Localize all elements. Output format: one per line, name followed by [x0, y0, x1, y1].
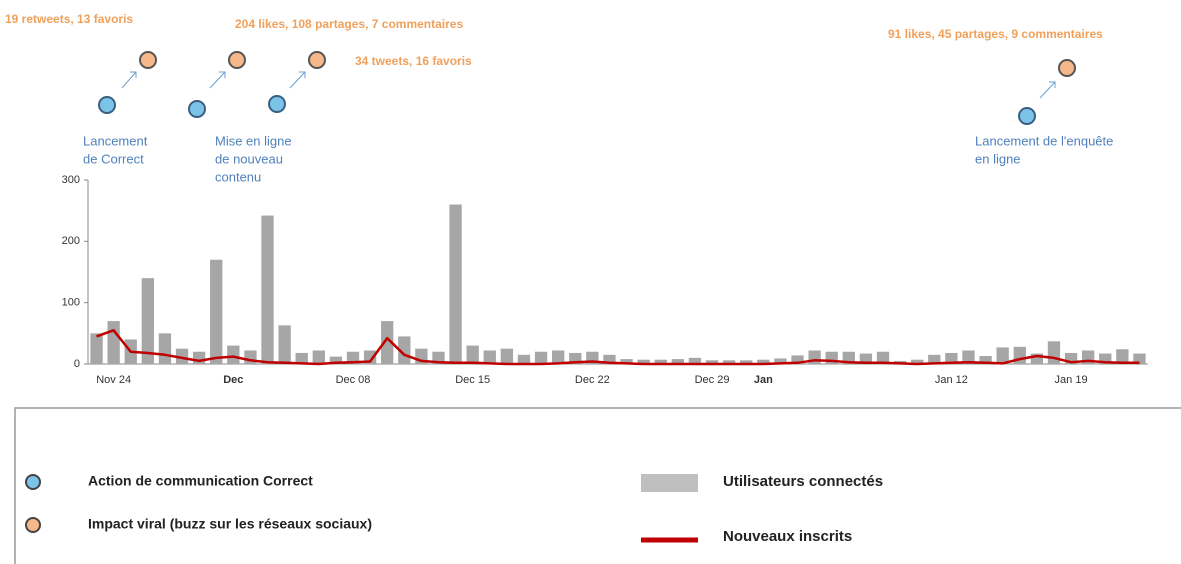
bar	[466, 345, 479, 364]
bar	[278, 325, 291, 364]
bar	[688, 357, 702, 364]
bar	[534, 351, 548, 364]
action-marker	[98, 96, 116, 114]
bar	[227, 345, 240, 364]
bar	[962, 350, 975, 364]
action-annotation: Lancement de l'enquête	[975, 133, 1113, 148]
action-annotation: de nouveau	[215, 151, 283, 166]
bar	[329, 356, 343, 364]
bar	[979, 356, 992, 364]
x-tick-label: Jan 19	[1055, 374, 1088, 386]
bar	[158, 333, 172, 364]
x-tick-label: Dec 22	[575, 374, 610, 386]
bar	[1133, 353, 1146, 364]
bar	[210, 259, 223, 364]
viral-annotation: 204 likes, 108 partages, 7 commentaires	[235, 17, 463, 31]
bar	[500, 348, 514, 364]
arrow	[209, 71, 226, 89]
bar	[295, 352, 308, 364]
x-tick-label: Dec 29	[695, 374, 730, 386]
bar	[1030, 353, 1044, 364]
bar	[449, 204, 462, 364]
arrow	[121, 71, 137, 89]
bar	[945, 352, 958, 364]
x-tick-label: Dec 08	[336, 374, 371, 386]
y-tick-label: 200	[62, 235, 80, 247]
action-annotation: Lancement	[83, 133, 148, 148]
bar	[859, 353, 873, 364]
x-tick-label: Nov 24	[96, 374, 131, 386]
action-annotation: de Correct	[83, 151, 144, 166]
viral-marker	[228, 51, 246, 69]
bar	[90, 333, 103, 364]
action-annotation: contenu	[215, 169, 261, 184]
bar	[1047, 341, 1061, 364]
arrow	[1039, 81, 1056, 99]
bar	[928, 354, 941, 364]
action-marker	[188, 100, 206, 118]
bar	[312, 350, 325, 364]
bar	[141, 278, 154, 364]
legend-label: Impact viral (buzz sur les réseaux socia…	[88, 516, 372, 532]
legend-label: Action de communication Correct	[88, 473, 313, 489]
bar	[705, 360, 719, 364]
bar	[175, 348, 189, 364]
bar	[911, 359, 924, 364]
bar	[517, 354, 531, 364]
bar	[722, 360, 736, 364]
viral-annotation: 19 retweets, 13 favoris	[5, 12, 133, 26]
bar	[774, 358, 787, 364]
action-annotation: en ligne	[975, 151, 1021, 166]
arrow	[289, 71, 306, 89]
viral-annotation: 34 tweets, 16 favoris	[355, 54, 472, 68]
legend-label: Utilisateurs connectés	[723, 473, 883, 490]
bar	[603, 354, 616, 364]
x-tick-label: Jan	[754, 374, 773, 386]
arrows	[121, 71, 1056, 99]
legend-label: Nouveaux inscrits	[723, 528, 852, 545]
bar	[757, 359, 770, 364]
viral-marker	[308, 51, 326, 69]
bar	[671, 359, 684, 364]
viral-marker	[1058, 59, 1076, 77]
bar	[381, 321, 394, 364]
legend-box	[14, 407, 1181, 564]
action-marker	[1018, 107, 1036, 125]
bar	[876, 351, 890, 364]
y-tick-label: 100	[62, 297, 80, 309]
x-tick-label: Dec	[223, 374, 243, 386]
x-tick-label: Jan 12	[935, 374, 968, 386]
viral-marker	[139, 51, 157, 69]
legend-marker	[25, 474, 41, 490]
y-tick-label: 300	[62, 174, 80, 186]
action-markers	[98, 51, 1076, 125]
bar	[107, 321, 120, 364]
legend-swatch	[641, 474, 698, 492]
bar	[620, 359, 633, 364]
bar	[637, 359, 650, 364]
bar	[654, 359, 667, 364]
line	[96, 329, 1140, 366]
bar	[996, 347, 1009, 364]
action-annotation: Mise en ligne	[215, 133, 292, 148]
bar	[483, 350, 496, 364]
bar	[740, 360, 753, 364]
action-marker	[268, 95, 286, 113]
x-tick-label: Dec 15	[455, 374, 490, 386]
bar	[1064, 352, 1078, 364]
bar	[1116, 349, 1129, 364]
bar	[261, 215, 274, 364]
legend-marker	[25, 517, 41, 533]
bar	[192, 351, 206, 364]
bar	[569, 352, 582, 364]
y-tick-label: 0	[74, 358, 80, 370]
viral-annotation: 91 likes, 45 partages, 9 commentaires	[888, 27, 1103, 41]
bar	[791, 355, 804, 364]
bar	[1099, 353, 1112, 364]
bar	[552, 350, 565, 364]
